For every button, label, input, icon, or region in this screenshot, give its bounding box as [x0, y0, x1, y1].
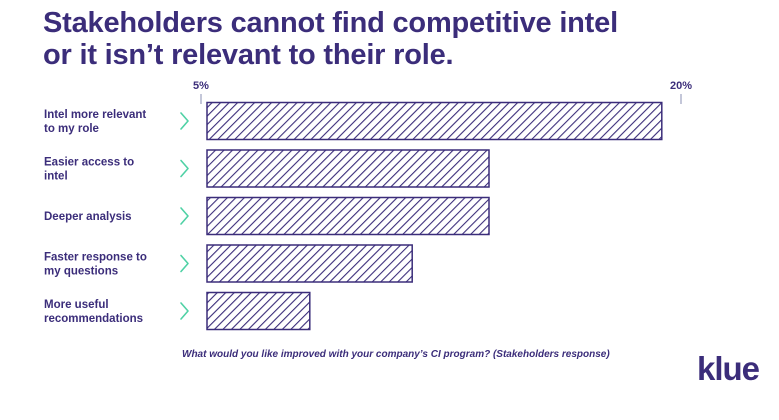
- category-label: my questions: [44, 266, 118, 278]
- x-tick-label: 20%: [670, 80, 692, 92]
- x-tick-label: 5%: [193, 80, 209, 92]
- bar: [206, 101, 663, 141]
- chevron-right-icon: [180, 207, 189, 225]
- page-title: Stakeholders cannot find competitive int…: [43, 7, 763, 71]
- title-line-1: Stakeholders cannot find competitive int…: [43, 7, 618, 39]
- category-label: to my role: [44, 123, 99, 135]
- bar: [206, 291, 311, 331]
- category-label: Deeper analysis: [44, 211, 132, 223]
- bar: [206, 244, 413, 283]
- chart-caption: What would you like improved with your c…: [182, 349, 610, 360]
- category-label: Intel more relevant: [44, 109, 146, 121]
- title-line-2: or it isn’t relevant to their role.: [43, 39, 454, 71]
- category-label: More useful: [44, 299, 109, 311]
- category-label: recommendations: [44, 313, 143, 325]
- category-label: Easier access to: [44, 157, 134, 169]
- bar: [206, 149, 490, 188]
- chevron-right-icon: [180, 254, 189, 273]
- chevron-right-icon: [180, 159, 189, 178]
- category-label: Faster response to: [44, 252, 147, 264]
- chevron-right-icon: [180, 112, 189, 130]
- chevron-right-icon: [180, 302, 189, 320]
- category-label: intel: [44, 171, 68, 183]
- klue-logo: klue: [697, 350, 760, 387]
- bar: [206, 196, 490, 236]
